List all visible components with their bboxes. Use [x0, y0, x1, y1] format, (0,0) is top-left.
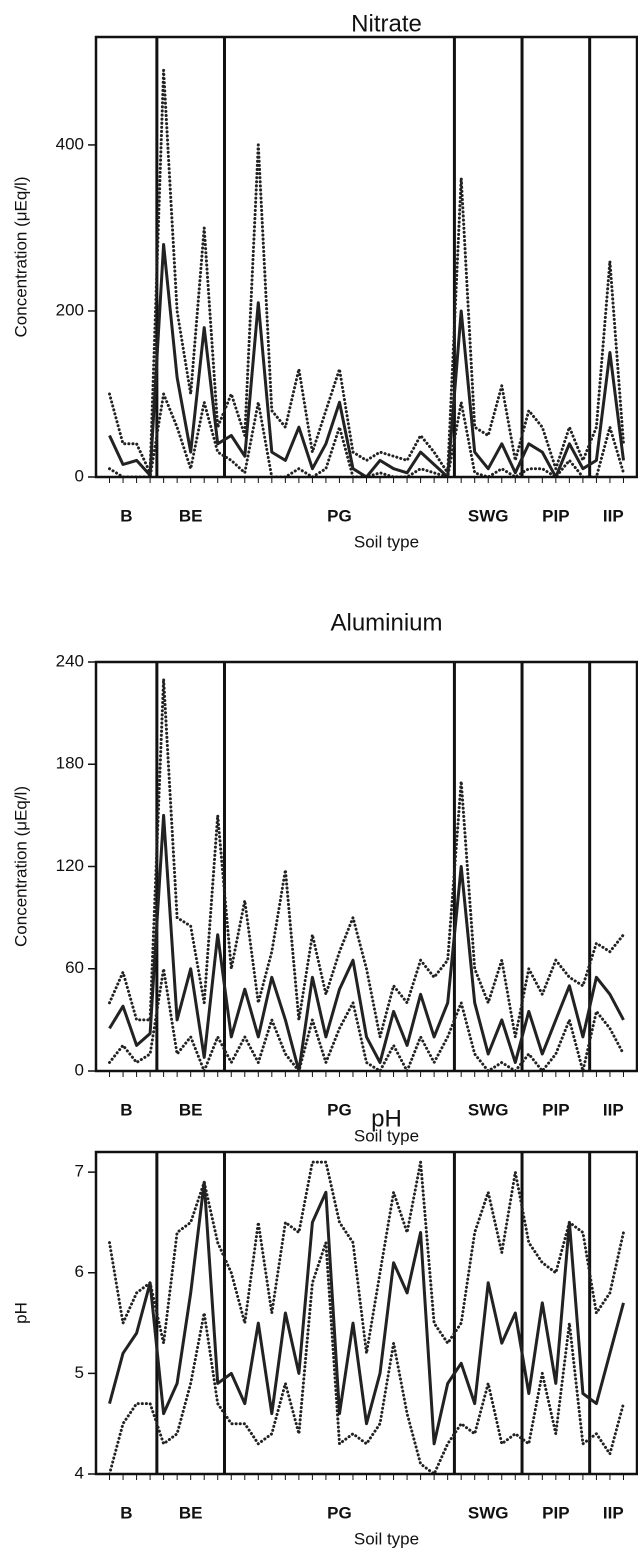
section-label: IIP — [603, 1100, 624, 1119]
series-line — [108, 677, 625, 1039]
y-axis-label: Concentration (μEq/l) — [11, 177, 30, 338]
y-tick-label: 5 — [75, 1363, 84, 1382]
plot-frame — [94, 1150, 638, 1476]
section-label: SWG — [468, 1503, 509, 1522]
chart-title: pH — [371, 1105, 402, 1132]
y-axis-label: pH — [11, 1302, 30, 1324]
section-label: PG — [327, 1100, 352, 1119]
section-label: B — [120, 1503, 132, 1522]
section-label: PG — [327, 506, 352, 525]
y-axis-label: Concentration (μEq/l) — [11, 786, 30, 947]
plot-frame — [94, 660, 638, 1073]
section-label: PIP — [542, 1100, 569, 1119]
series-line — [108, 967, 625, 1071]
section-label: BE — [179, 1100, 203, 1119]
series-line — [108, 1241, 625, 1474]
y-tick-label: 180 — [56, 754, 84, 773]
series-line — [108, 68, 625, 475]
y-tick-label: 60 — [65, 958, 84, 977]
section-label: PG — [327, 1503, 352, 1522]
series-line — [108, 243, 625, 477]
section-label: BE — [179, 1503, 203, 1522]
x-axis-label: Soil type — [354, 532, 419, 551]
series-line — [108, 813, 625, 1071]
y-tick-label: 6 — [75, 1262, 84, 1281]
section-label: B — [120, 506, 132, 525]
series-line — [108, 1160, 625, 1355]
section-label: IIP — [603, 1503, 624, 1522]
plot-frame — [94, 35, 638, 479]
series-line — [108, 1180, 625, 1446]
section-label: IIP — [603, 506, 624, 525]
y-tick-label: 400 — [56, 134, 84, 153]
y-tick-label: 0 — [75, 466, 84, 485]
y-tick-label: 200 — [56, 300, 84, 319]
section-label: SWG — [468, 506, 509, 525]
y-tick-label: 240 — [56, 651, 84, 670]
chart-title: Nitrate — [351, 10, 422, 37]
y-tick-label: 120 — [56, 856, 84, 875]
x-axis-label: Soil type — [354, 1529, 419, 1548]
section-label: PIP — [542, 506, 569, 525]
section-label: BE — [179, 506, 203, 525]
series-line — [108, 392, 625, 477]
y-tick-label: 0 — [75, 1060, 84, 1079]
x-axis-label: Soil type — [354, 1126, 419, 1145]
section-label: PIP — [542, 1503, 569, 1522]
section-label: B — [120, 1100, 132, 1119]
y-tick-label: 7 — [75, 1162, 84, 1181]
y-tick-label: 4 — [75, 1463, 84, 1482]
section-label: SWG — [468, 1100, 509, 1119]
chart-title: Aluminium — [330, 609, 442, 636]
